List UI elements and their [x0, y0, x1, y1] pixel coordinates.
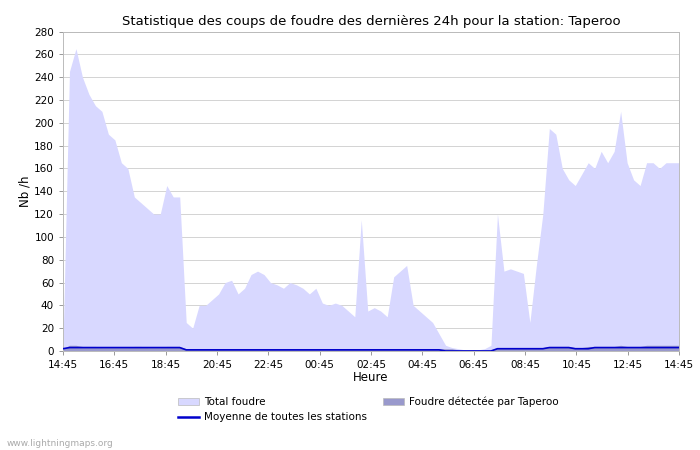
Title: Statistique des coups de foudre des dernières 24h pour la station: Taperoo: Statistique des coups de foudre des dern…: [122, 14, 620, 27]
Legend: Total foudre, Moyenne de toutes les stations, Foudre détectée par Taperoo: Total foudre, Moyenne de toutes les stat…: [174, 392, 563, 427]
Text: www.lightningmaps.org: www.lightningmaps.org: [7, 439, 113, 448]
Y-axis label: Nb /h: Nb /h: [18, 176, 32, 207]
X-axis label: Heure: Heure: [354, 371, 388, 384]
